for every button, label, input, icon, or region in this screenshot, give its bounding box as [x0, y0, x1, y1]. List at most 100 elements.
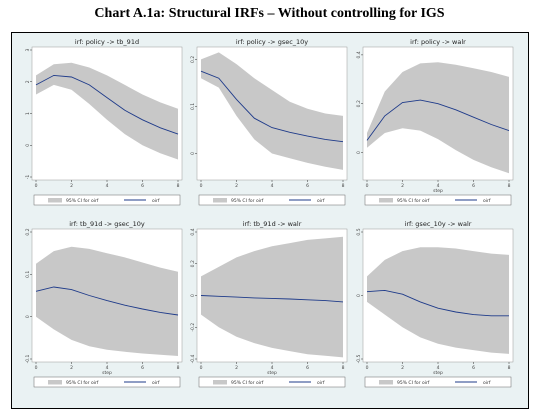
x-tick-label: 6 [141, 183, 144, 189]
legend-band-swatch [213, 198, 227, 203]
x-tick-label: 8 [342, 183, 345, 189]
irf-panel-6: irf: gsec_10y -> walr -0.5 0 0.5 0 2 4 6 8 step95… [356, 220, 514, 388]
y-tick-label: 0.5 [356, 228, 362, 235]
figure-frame: irf: policy -> tb_91d -1 0 1 2 3 0 2 4 6 8 95% CI f… [11, 32, 529, 409]
y-tick-label: 0.1 [25, 271, 31, 278]
y-tick-label: 0 [356, 151, 362, 154]
legend-band-label: 95% CI for oirf [66, 198, 99, 204]
x-tick-label: 2 [70, 183, 73, 189]
ci-band [367, 247, 509, 354]
y-tick-label: -0.1 [25, 354, 31, 363]
x-tick-label: 4 [106, 183, 109, 189]
y-tick-label: 0.1 [190, 103, 196, 110]
y-tick-label: 0.4 [190, 228, 196, 235]
panel-title: irf: policy -> tb_91d [75, 38, 139, 46]
x-tick-label: 6 [141, 365, 144, 371]
y-tick-label: 1 [25, 112, 31, 115]
ci-band [201, 52, 343, 170]
panel-title: irf: tb_91d -> gsec_10y [69, 220, 145, 228]
legend-band-label: 95% CI for oirf [231, 198, 264, 204]
legend-band-swatch [379, 198, 393, 203]
legend-line-label: oirf [152, 198, 160, 204]
irf-panel-4: irf: tb_91d -> gsec_10y -0.1 0 0.1 0.2 0 2 4 6 8 s… [25, 220, 183, 388]
y-tick-label: -0.2 [190, 323, 196, 332]
x-tick-label: 2 [401, 365, 404, 371]
y-tick-label: 0 [25, 315, 31, 318]
oirf-line [366, 99, 510, 141]
x-axis-label: step [267, 370, 277, 376]
y-tick-label: 0 [356, 294, 362, 297]
oirf-line [366, 289, 509, 317]
y-tick-label: -0.4 [190, 354, 196, 363]
x-tick-label: 4 [437, 365, 440, 371]
x-tick-label: 6 [472, 365, 475, 371]
ci-band [36, 62, 178, 160]
x-tick-label: 8 [508, 183, 511, 189]
panel-title: irf: gsec_10y -> walr [405, 220, 472, 228]
oirf-line [200, 295, 344, 303]
x-tick-label: 0 [366, 183, 369, 189]
x-tick-label: 2 [401, 183, 404, 189]
x-tick-label: 6 [472, 183, 475, 189]
x-tick-label: 4 [437, 183, 440, 189]
chart-title: Chart A.1a: Structural IRFs – Without co… [94, 6, 445, 21]
legend-band-swatch [379, 380, 393, 385]
legend-box [33, 376, 181, 388]
y-tick-label: 0.2 [190, 260, 196, 267]
x-tick-label: 8 [508, 365, 511, 371]
legend-band-label: 95% CI for oirf [397, 198, 430, 204]
x-axis-label: step [433, 188, 443, 194]
y-tick-label: 2 [25, 80, 31, 83]
y-tick-label: 0.2 [25, 228, 31, 235]
legend-band-swatch [213, 380, 227, 385]
oirf-line [35, 74, 179, 135]
ci-band [367, 62, 509, 174]
irf-panel-2: irf: policy -> gsec_10y 0 0.1 0.2 0 2 4 6 8 95% C… [190, 38, 348, 206]
x-tick-label: 2 [235, 183, 238, 189]
y-tick-label: -0.5 [356, 354, 362, 363]
x-tick-label: 8 [342, 365, 345, 371]
legend-line-label: oirf [152, 380, 160, 386]
legend-box [33, 194, 181, 206]
oirf-line [35, 286, 179, 316]
ci-band [36, 246, 178, 356]
x-tick-label: 8 [177, 365, 180, 371]
x-tick-label: 0 [35, 365, 38, 371]
legend-box [198, 376, 346, 388]
x-tick-label: 2 [235, 365, 238, 371]
x-tick-label: 8 [177, 183, 180, 189]
panel-title: irf: tb_91d -> walr [243, 220, 302, 228]
irf-chart-grid: irf: policy -> tb_91d -1 0 1 2 3 0 2 4 6 8 95% CI f… [25, 38, 514, 388]
ci-band [201, 236, 343, 358]
irf-panel-5: irf: tb_91d -> walr -0.4 -0.2 0 0.2 0.4 0 2 4 6 8 s… [190, 220, 348, 388]
legend-line-label: oirf [483, 380, 491, 386]
legend-band-label: 95% CI for oirf [397, 380, 430, 386]
x-axis-label: step [433, 370, 443, 376]
y-tick-label: 0 [190, 294, 196, 297]
legend-box [364, 376, 512, 388]
y-tick-label: 0 [25, 144, 31, 147]
y-tick-label: 3 [25, 48, 31, 51]
y-tick-label: 0.4 [356, 51, 362, 58]
y-tick-label: 0.2 [356, 100, 362, 107]
legend-line-label: oirf [483, 198, 491, 204]
legend-band-swatch [48, 198, 62, 203]
x-tick-label: 0 [35, 183, 38, 189]
panel-title: irf: policy -> gsec_10y [236, 38, 308, 46]
panel-title: irf: policy -> walr [410, 38, 466, 46]
legend-band-label: 95% CI for oirf [66, 380, 99, 386]
legend-line-label: oirf [317, 380, 325, 386]
y-tick-label: -1 [25, 175, 31, 180]
legend-box [364, 194, 512, 206]
legend-line-label: oirf [317, 198, 325, 204]
x-tick-label: 0 [200, 183, 203, 189]
x-tick-label: 0 [366, 365, 369, 371]
y-tick-label: 0 [190, 152, 196, 155]
legend-band-swatch [48, 380, 62, 385]
x-tick-label: 6 [306, 365, 309, 371]
x-axis-label: step [102, 370, 112, 376]
x-tick-label: 4 [271, 183, 274, 189]
x-tick-label: 0 [200, 365, 203, 371]
oirf-line [200, 70, 344, 143]
